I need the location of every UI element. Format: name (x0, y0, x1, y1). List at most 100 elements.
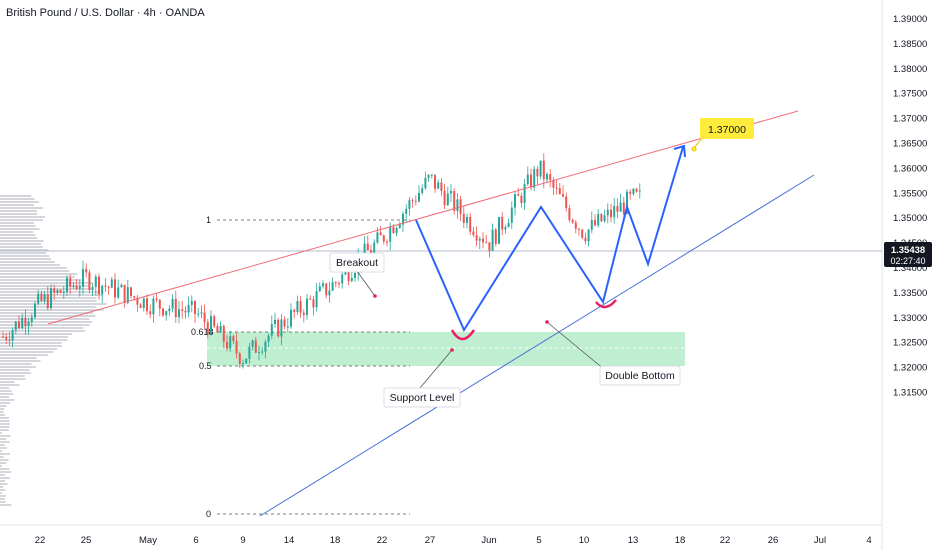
candle-body (597, 213, 600, 226)
candle-body (213, 316, 216, 327)
volume-profile-bar (0, 309, 104, 311)
candle-body (280, 319, 283, 337)
volume-profile-bar (0, 315, 96, 317)
candle-body (421, 188, 424, 193)
volume-profile-bar (0, 381, 15, 383)
candle-body (389, 227, 392, 242)
breakout-label: Breakout (336, 257, 378, 269)
candle-body (203, 312, 206, 323)
candle-body (14, 321, 17, 330)
candle-body (325, 283, 328, 296)
candle-body (56, 290, 59, 293)
candle-body (46, 294, 49, 309)
candle-body (200, 312, 203, 314)
volume-profile-bar (0, 348, 58, 350)
volume-profile-bar (0, 255, 50, 257)
volume-profile-bar (0, 486, 4, 488)
candle-body (373, 242, 376, 253)
candle-body (405, 208, 408, 214)
volume-profile-bar (0, 420, 10, 422)
volume-profile-bar (0, 459, 9, 461)
candle-body (184, 310, 187, 313)
volume-profile-bar (0, 453, 11, 455)
candle-body (197, 313, 200, 315)
time-tick-label: May (139, 535, 157, 546)
candle-body (136, 297, 139, 305)
volume-profile-bar (0, 435, 11, 437)
volume-profile-bar (0, 501, 6, 503)
price-tick-label: 1.32500 (893, 338, 927, 349)
volume-profile-bar (0, 213, 37, 215)
volume-profile-bar (0, 483, 8, 485)
candle-body (587, 229, 590, 242)
volume-profile-bar (0, 363, 32, 365)
candle-body (130, 287, 132, 297)
volume-profile-bar (0, 396, 10, 398)
support-connector (419, 349, 453, 389)
candle-body (533, 168, 536, 188)
candle-body (600, 213, 603, 222)
candle-body (226, 341, 228, 349)
price-axis[interactable]: 1.39000 1.38500 1.38000 1.37500 1.37000 1.365… (893, 14, 927, 399)
volume-profile-bar (0, 264, 60, 266)
volume-profile-bar (0, 390, 12, 392)
candle-body (120, 284, 123, 288)
candle-body (418, 192, 420, 202)
volume-profile-bar (0, 270, 70, 272)
candle-body (517, 194, 520, 196)
volume-profile-bar (0, 375, 25, 377)
candle-body (610, 209, 612, 218)
price-tick-label: 1.38500 (893, 39, 927, 50)
candle-body (578, 228, 580, 230)
candle-body (603, 215, 606, 222)
volume-profile-bar (0, 471, 12, 473)
price-tick-label: 1.39000 (893, 14, 927, 25)
candle-body (66, 278, 68, 292)
candle-body (219, 326, 222, 333)
candle-body (85, 269, 88, 273)
candle-body (469, 216, 472, 232)
volume-profile-bar (0, 426, 10, 428)
time-tick-label: Jun (481, 535, 496, 546)
candle-body (539, 160, 542, 177)
candle-body (2, 336, 4, 338)
current-price-tag: 1.35438 02:27:40 (884, 242, 932, 267)
candle-body (514, 194, 516, 208)
volume-profile-bar (0, 198, 35, 200)
volume-profile-bar (0, 417, 9, 419)
time-tick-label: 10 (579, 535, 590, 546)
candle-body (248, 346, 251, 359)
candle-body (158, 299, 161, 309)
candle-body (110, 279, 113, 288)
candle-body (482, 238, 484, 243)
candle-body (450, 191, 452, 194)
volume-profile-bar (0, 405, 7, 407)
volume-profile-bar (0, 231, 34, 233)
candle-body (434, 174, 436, 189)
volume-profile-bar (0, 216, 45, 218)
volume-profile-bar (0, 240, 44, 242)
price-tick-label: 1.34000 (893, 263, 927, 274)
time-tick-label: 22 (377, 535, 388, 546)
time-tick-label: 25 (81, 535, 92, 546)
fib-label-1: 1 (206, 215, 211, 225)
support-zone (207, 332, 685, 366)
candle-body (581, 229, 584, 238)
volume-profile-bar (0, 267, 67, 269)
candle-body (187, 304, 190, 313)
candle-body (629, 191, 632, 194)
candle-body (376, 232, 379, 243)
candle-body (322, 283, 324, 287)
candle-body (114, 279, 116, 298)
volume-profile-bar (0, 450, 3, 452)
candle-body (398, 224, 401, 228)
volume-profile-bar (0, 327, 84, 329)
candle-body (94, 276, 97, 287)
volume-profile-bar (0, 279, 82, 281)
candle-body (315, 291, 318, 308)
current-price-value: 1.35438 (891, 245, 925, 256)
time-axis[interactable]: 22 25 May 6 9 14 18 22 27 Jun 5 10 13 18 22 26 Jul 4 (35, 535, 872, 546)
candle-body (117, 287, 120, 298)
candle-body (91, 287, 94, 290)
